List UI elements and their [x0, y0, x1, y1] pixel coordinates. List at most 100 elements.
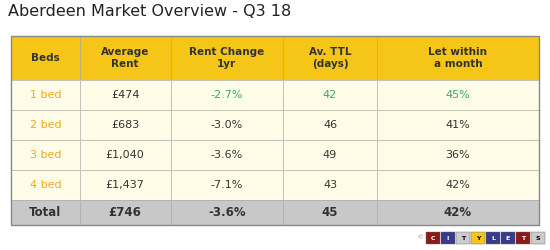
Bar	[80, 80, 170, 110]
Bar	[283, 80, 377, 110]
Bar	[170, 170, 283, 200]
Text: ©: ©	[417, 236, 423, 240]
Bar	[531, 232, 545, 244]
Text: -3.6%: -3.6%	[211, 150, 243, 160]
Bar	[80, 200, 170, 225]
Bar	[377, 36, 539, 80]
Text: Av. TTL
(days): Av. TTL (days)	[309, 47, 351, 69]
Bar	[377, 110, 539, 140]
Text: 45%: 45%	[446, 90, 470, 100]
Bar	[80, 140, 170, 170]
Text: 36%: 36%	[446, 150, 470, 160]
Text: Total: Total	[29, 206, 62, 219]
Bar	[170, 170, 283, 200]
Text: 2 bed: 2 bed	[30, 120, 61, 130]
Text: 42%: 42%	[444, 206, 472, 219]
Bar	[11, 110, 80, 140]
Bar	[11, 36, 80, 80]
Bar	[11, 36, 539, 225]
Bar	[11, 170, 80, 200]
Bar	[11, 36, 80, 80]
Bar	[283, 140, 377, 170]
Bar	[170, 140, 283, 170]
Bar	[283, 170, 377, 200]
Bar	[283, 170, 377, 200]
Text: 45: 45	[322, 206, 338, 219]
Bar	[11, 80, 80, 110]
Text: -3.0%: -3.0%	[211, 120, 243, 130]
Bar	[11, 110, 80, 140]
Bar	[516, 232, 530, 244]
Text: £1,437: £1,437	[106, 180, 145, 190]
Text: 49: 49	[323, 150, 337, 160]
Bar	[170, 80, 283, 110]
Bar	[283, 36, 377, 80]
Text: £746: £746	[109, 206, 141, 219]
Bar	[170, 36, 283, 80]
Bar	[11, 80, 80, 110]
Text: 4 bed: 4 bed	[30, 180, 61, 190]
Text: 41%: 41%	[446, 120, 470, 130]
Bar	[486, 232, 500, 244]
Text: -3.6%: -3.6%	[208, 206, 246, 219]
Bar	[80, 110, 170, 140]
Bar	[377, 80, 539, 110]
Bar	[377, 36, 539, 80]
Text: C: C	[431, 236, 435, 240]
Text: T: T	[521, 236, 525, 240]
Bar	[11, 200, 80, 225]
Bar	[377, 200, 539, 225]
Bar	[80, 200, 170, 225]
Bar	[11, 140, 80, 170]
Bar	[501, 232, 515, 244]
Bar	[283, 110, 377, 140]
Bar	[283, 200, 377, 225]
Bar	[377, 170, 539, 200]
Bar	[11, 140, 80, 170]
Text: £474: £474	[111, 90, 139, 100]
Text: Aberdeen Market Overview - Q3 18: Aberdeen Market Overview - Q3 18	[8, 4, 292, 19]
Bar	[377, 200, 539, 225]
Bar	[377, 170, 539, 200]
Bar	[426, 232, 440, 244]
Bar	[170, 200, 283, 225]
Text: 42%: 42%	[446, 180, 470, 190]
Bar	[80, 170, 170, 200]
Bar	[80, 170, 170, 200]
Text: 1 bed: 1 bed	[30, 90, 61, 100]
Text: -2.7%: -2.7%	[211, 90, 243, 100]
Text: 42: 42	[323, 90, 337, 100]
Text: Rent Change
1yr: Rent Change 1yr	[189, 47, 265, 69]
Bar	[283, 140, 377, 170]
Bar	[80, 36, 170, 80]
Bar	[377, 140, 539, 170]
Bar	[441, 232, 455, 244]
Text: 3 bed: 3 bed	[30, 150, 61, 160]
Bar	[170, 110, 283, 140]
Bar	[170, 110, 283, 140]
Bar	[377, 110, 539, 140]
Bar	[283, 200, 377, 225]
Bar	[170, 36, 283, 80]
Text: £1,040: £1,040	[106, 150, 145, 160]
Bar	[170, 140, 283, 170]
Bar	[456, 232, 470, 244]
Text: Beds: Beds	[31, 53, 60, 63]
Text: I: I	[447, 236, 449, 240]
Bar	[283, 110, 377, 140]
Bar	[170, 200, 283, 225]
Bar	[80, 140, 170, 170]
Bar	[80, 80, 170, 110]
Text: 43: 43	[323, 180, 337, 190]
Text: Let within
a month: Let within a month	[428, 47, 487, 69]
Bar	[11, 200, 80, 225]
Bar	[11, 170, 80, 200]
Bar	[283, 36, 377, 80]
Bar	[471, 232, 485, 244]
Bar	[377, 80, 539, 110]
Bar	[80, 110, 170, 140]
Text: T: T	[461, 236, 465, 240]
Text: Average
Rent: Average Rent	[101, 47, 149, 69]
Text: £683: £683	[111, 120, 139, 130]
Text: E: E	[506, 236, 510, 240]
